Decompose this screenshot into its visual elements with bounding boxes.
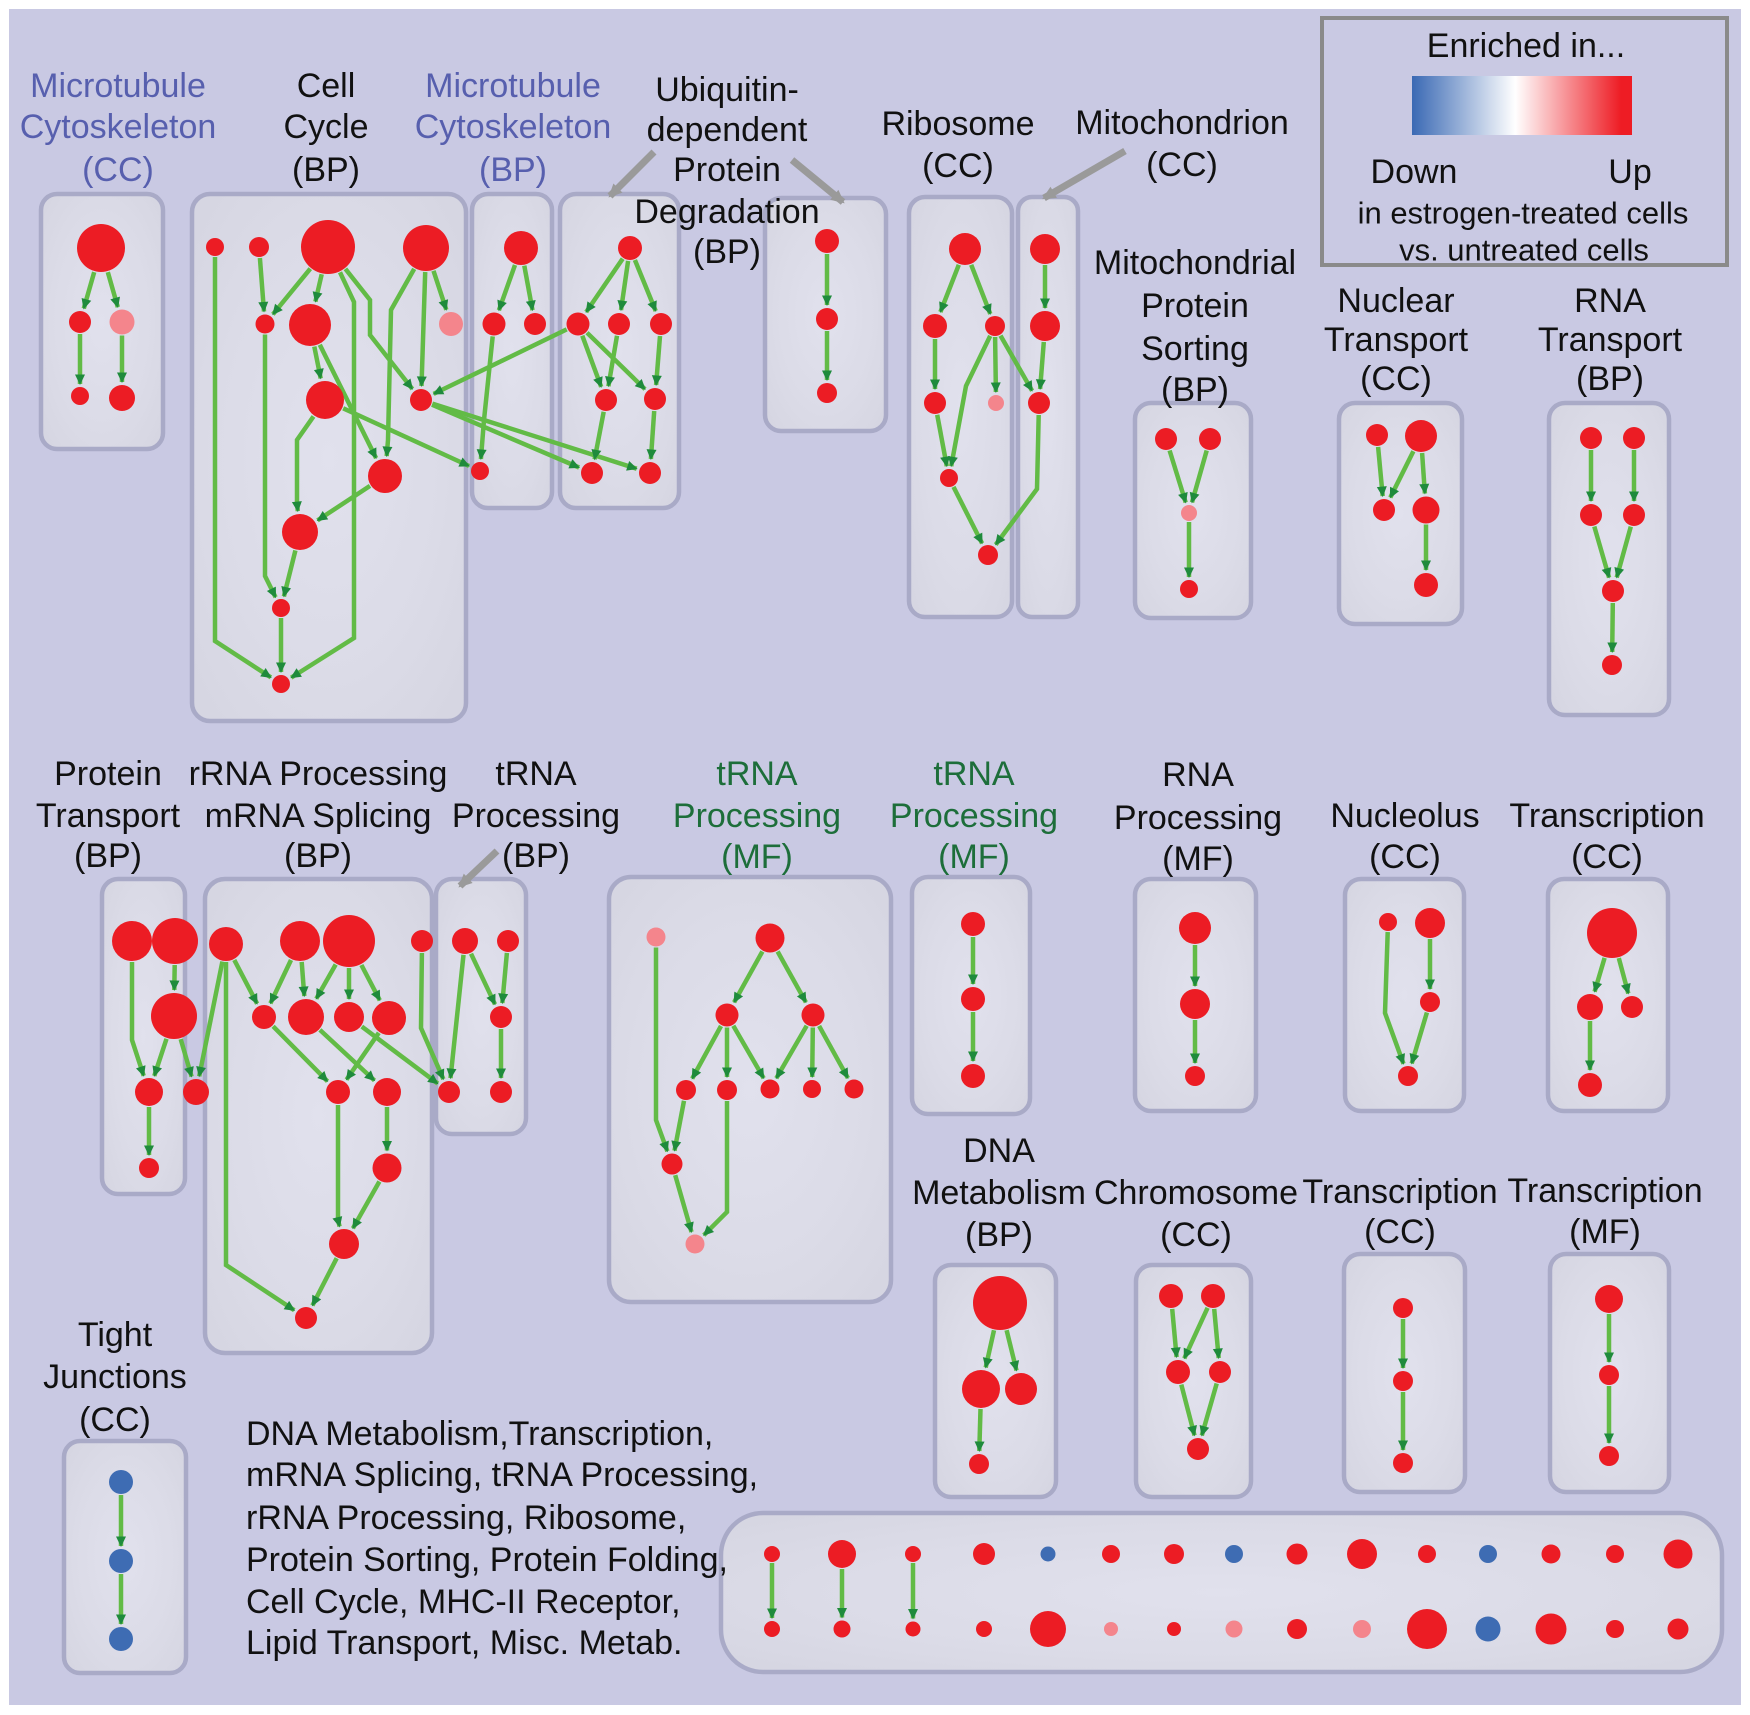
svg-text:(BP): (BP) <box>1161 371 1229 409</box>
svg-text:(MF): (MF) <box>938 838 1010 876</box>
svg-text:Mitochondrial: Mitochondrial <box>1094 244 1296 282</box>
svg-text:Protein: Protein <box>1141 287 1249 325</box>
svg-text:Cytoskeleton: Cytoskeleton <box>20 108 217 146</box>
svg-text:rRNA Processing, Ribosome,: rRNA Processing, Ribosome, <box>246 1499 686 1537</box>
svg-text:(BP): (BP) <box>965 1216 1033 1254</box>
svg-text:Tight: Tight <box>78 1316 153 1354</box>
svg-text:Processing: Processing <box>1114 799 1282 837</box>
svg-text:Transcription: Transcription <box>1507 1172 1702 1210</box>
svg-text:Junctions: Junctions <box>43 1358 187 1396</box>
svg-text:Transcription: Transcription <box>1302 1173 1497 1211</box>
svg-text:Ribosome: Ribosome <box>881 105 1034 143</box>
svg-text:in estrogen-treated cells: in estrogen-treated cells <box>1358 196 1689 231</box>
svg-text:Protein: Protein <box>673 151 781 189</box>
svg-text:(CC): (CC) <box>1160 1216 1232 1254</box>
svg-text:Microtubule: Microtubule <box>425 67 601 105</box>
svg-text:rRNA Processing: rRNA Processing <box>189 755 448 793</box>
svg-text:Metabolism: Metabolism <box>912 1174 1086 1212</box>
svg-text:Processing: Processing <box>452 797 620 835</box>
svg-text:mRNA Splicing, tRNA Processing: mRNA Splicing, tRNA Processing, <box>246 1456 758 1494</box>
svg-text:(CC): (CC) <box>1360 360 1432 398</box>
svg-text:Enriched in...: Enriched in... <box>1427 27 1625 65</box>
svg-text:tRNA: tRNA <box>933 755 1015 793</box>
svg-text:Transport: Transport <box>1324 321 1469 359</box>
svg-text:Lipid Transport, Misc. Metab.: Lipid Transport, Misc. Metab. <box>246 1624 683 1662</box>
svg-text:Cell: Cell <box>297 67 356 105</box>
svg-text:Transport: Transport <box>36 797 181 835</box>
svg-text:Microtubule: Microtubule <box>30 67 206 105</box>
svg-text:dependent: dependent <box>647 111 808 149</box>
svg-text:Processing: Processing <box>890 797 1058 835</box>
svg-text:tRNA: tRNA <box>495 755 577 793</box>
svg-text:Ubiquitin-: Ubiquitin- <box>655 71 799 109</box>
svg-text:Up: Up <box>1608 153 1651 191</box>
svg-text:Processing: Processing <box>673 797 841 835</box>
svg-text:Transport: Transport <box>1538 321 1683 359</box>
svg-text:Cycle: Cycle <box>283 108 368 146</box>
svg-text:Sorting: Sorting <box>1141 330 1249 368</box>
svg-text:DNA Metabolism,Transcription,: DNA Metabolism,Transcription, <box>246 1415 713 1453</box>
svg-text:DNA: DNA <box>963 1132 1035 1170</box>
svg-text:tRNA: tRNA <box>716 755 798 793</box>
svg-text:(CC): (CC) <box>1146 146 1218 184</box>
svg-text:mRNA Splicing: mRNA Splicing <box>205 797 432 835</box>
svg-text:(BP): (BP) <box>284 837 352 875</box>
svg-text:RNA: RNA <box>1162 756 1234 794</box>
svg-text:(BP): (BP) <box>292 151 360 189</box>
svg-text:vs. untreated cells: vs. untreated cells <box>1399 233 1649 268</box>
svg-text:Down: Down <box>1371 153 1458 191</box>
svg-text:Chromosome: Chromosome <box>1094 1174 1298 1212</box>
svg-text:Degradation: Degradation <box>634 193 819 231</box>
svg-text:RNA: RNA <box>1574 282 1646 320</box>
svg-text:(CC): (CC) <box>82 151 154 189</box>
svg-text:(BP): (BP) <box>74 837 142 875</box>
svg-text:(CC): (CC) <box>79 1401 151 1439</box>
svg-text:(BP): (BP) <box>502 837 570 875</box>
svg-text:Mitochondrion: Mitochondrion <box>1075 104 1289 142</box>
svg-text:(MF): (MF) <box>1162 840 1234 878</box>
svg-text:Nucleolus: Nucleolus <box>1330 797 1479 835</box>
svg-text:Cytoskeleton: Cytoskeleton <box>415 108 612 146</box>
svg-text:(BP): (BP) <box>693 233 761 271</box>
svg-text:Cell Cycle, MHC-II Receptor,: Cell Cycle, MHC-II Receptor, <box>246 1583 681 1621</box>
svg-text:Protein Sorting, Protein Foldi: Protein Sorting, Protein Folding, <box>246 1541 728 1579</box>
svg-text:(BP): (BP) <box>1576 360 1644 398</box>
svg-text:(CC): (CC) <box>1364 1213 1436 1251</box>
svg-text:(MF): (MF) <box>721 838 793 876</box>
svg-text:(MF): (MF) <box>1569 1213 1641 1251</box>
svg-text:(CC): (CC) <box>922 147 994 185</box>
svg-text:(CC): (CC) <box>1369 838 1441 876</box>
svg-text:Protein: Protein <box>54 755 162 793</box>
svg-text:Nuclear: Nuclear <box>1337 282 1454 320</box>
svg-text:(BP): (BP) <box>479 151 547 189</box>
svg-text:(CC): (CC) <box>1571 838 1643 876</box>
svg-text:Transcription: Transcription <box>1509 797 1704 835</box>
